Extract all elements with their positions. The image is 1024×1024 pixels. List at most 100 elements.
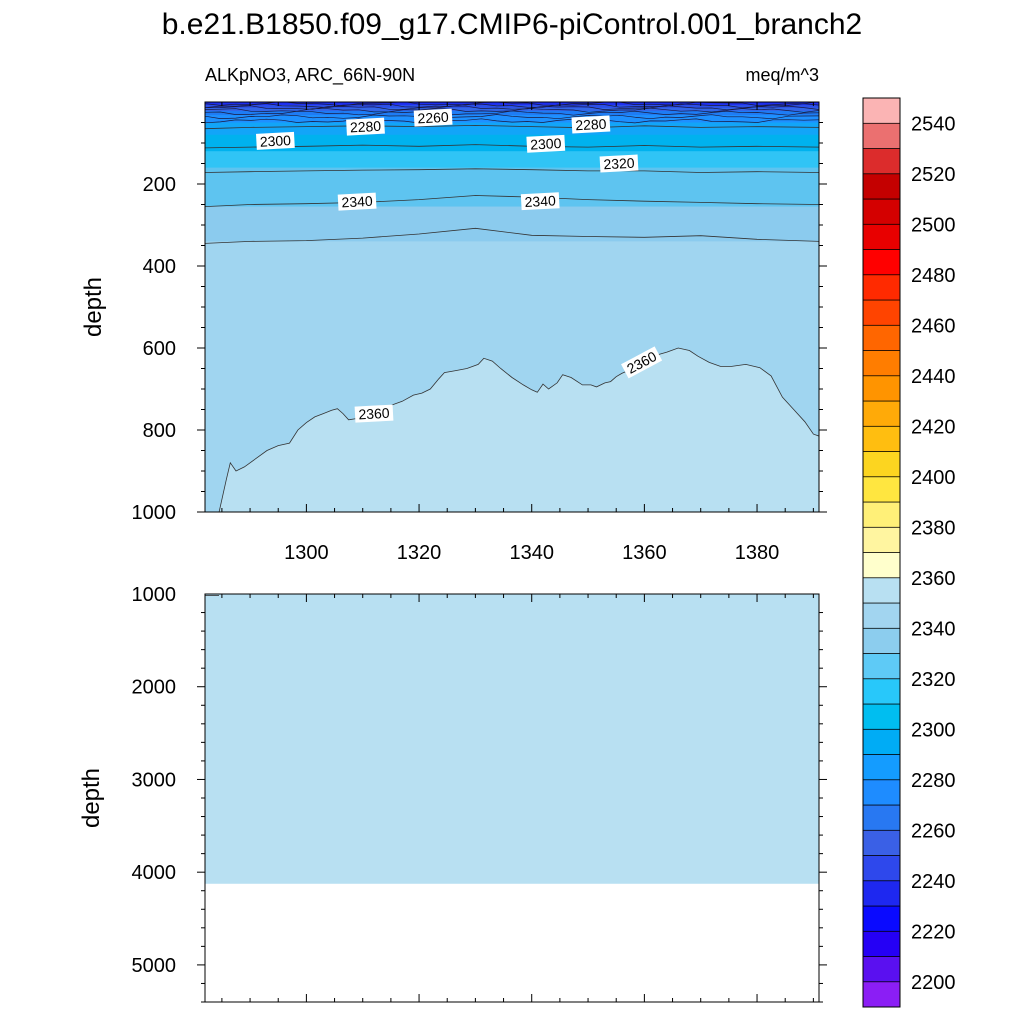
colorbar-label: 2520 bbox=[911, 164, 956, 186]
colorbar-swatch bbox=[862, 653, 901, 680]
colorbar-label: 2340 bbox=[911, 618, 956, 640]
colorbar-swatch bbox=[862, 148, 901, 175]
fill-band bbox=[205, 115, 819, 123]
contour-label-bg bbox=[337, 192, 377, 211]
y-tick-label: 1000 bbox=[132, 584, 177, 606]
fill-band bbox=[205, 104, 819, 109]
colorbar-swatch bbox=[862, 855, 901, 882]
contour-line-2360 bbox=[218, 347, 819, 512]
subtitle-right: meq/m^3 bbox=[746, 65, 819, 85]
colorbar-label: 2200 bbox=[911, 972, 956, 994]
x-tick-label: 1320 bbox=[397, 542, 442, 564]
contour-line bbox=[205, 118, 819, 124]
fill-band bbox=[205, 134, 819, 152]
colorbar-swatch bbox=[862, 905, 901, 932]
y-tick-label: 3000 bbox=[132, 769, 177, 791]
contour-label: 2340 bbox=[520, 192, 560, 211]
contour-label-bg bbox=[256, 131, 295, 150]
colorbar-swatch bbox=[862, 400, 901, 427]
fill-band bbox=[205, 206, 819, 242]
colorbar: 2200 2220 2240 2260 2280 2300 2320 2340 2360 2380… bbox=[862, 97, 956, 1008]
colorbar-swatch bbox=[862, 425, 901, 452]
contour-label: 2340 bbox=[337, 192, 377, 211]
colorbar-label: 2460 bbox=[911, 315, 956, 337]
contour-line bbox=[205, 124, 819, 130]
contour-label-text: 2300 bbox=[259, 132, 291, 150]
colorbar-swatch bbox=[862, 880, 901, 907]
colorbar-label: 2500 bbox=[911, 214, 956, 236]
contour-label-text: 2360 bbox=[358, 405, 390, 423]
colorbar-frame bbox=[862, 97, 901, 1008]
contour-label: 2360 bbox=[354, 404, 394, 423]
colorbar-swatch bbox=[862, 779, 901, 806]
contour-label-text: 2340 bbox=[524, 192, 556, 210]
colorbar-swatch bbox=[862, 627, 901, 654]
contour-line bbox=[205, 105, 819, 111]
colorbar-label: 2540 bbox=[911, 113, 956, 135]
contour-line bbox=[205, 102, 819, 107]
colorbar-swatch bbox=[862, 501, 901, 528]
colorbar-swatch bbox=[862, 754, 901, 781]
colorbar-swatch bbox=[862, 223, 901, 250]
colorbar-swatch bbox=[862, 274, 901, 301]
colorbar-swatch bbox=[862, 678, 901, 705]
colorbar-swatch bbox=[862, 577, 901, 604]
y-tick-label: 400 bbox=[143, 256, 176, 278]
colorbar-label: 2480 bbox=[911, 265, 956, 287]
colorbar-swatch bbox=[862, 97, 901, 124]
contour-label-bg bbox=[354, 404, 394, 423]
contour-label-bg bbox=[413, 108, 453, 127]
colorbar-label: 2360 bbox=[911, 568, 956, 590]
colorbar-swatch bbox=[862, 930, 901, 957]
colorbar-swatch bbox=[862, 375, 901, 402]
y-tick-label: 5000 bbox=[132, 955, 177, 977]
chart-title: b.e21.B1850.f09_g17.CMIP6-piControl.001_… bbox=[162, 8, 863, 41]
colorbar-swatch bbox=[862, 324, 901, 351]
colorbar-label: 2220 bbox=[911, 921, 956, 943]
fill-band bbox=[205, 122, 819, 136]
colorbar-swatch bbox=[862, 476, 901, 503]
fill-band bbox=[205, 102, 819, 106]
contour-label-bg bbox=[520, 192, 560, 211]
colorbar-swatch bbox=[862, 804, 901, 831]
contour-label-text: 2280 bbox=[350, 118, 382, 136]
colorbar-swatch bbox=[862, 526, 901, 553]
y-axis-label: depth bbox=[78, 768, 105, 828]
colorbar-swatch bbox=[862, 552, 901, 579]
y-tick-label: 4000 bbox=[132, 862, 177, 884]
contour-region-2360 bbox=[219, 348, 819, 512]
colorbar-swatch bbox=[862, 173, 901, 200]
contour-label-bg bbox=[571, 115, 611, 134]
colorbar-swatch bbox=[862, 981, 901, 1008]
colorbar-label: 2440 bbox=[911, 366, 956, 388]
colorbar-swatch bbox=[862, 703, 901, 730]
colorbar-label: 2280 bbox=[911, 770, 956, 792]
contour-line bbox=[205, 195, 819, 207]
contour-label: 2300 bbox=[526, 134, 566, 153]
colorbar-label: 2240 bbox=[911, 871, 956, 893]
colorbar-label: 2260 bbox=[911, 820, 956, 842]
contour-label: 2320 bbox=[599, 154, 639, 173]
contour-label: 2280 bbox=[571, 115, 611, 134]
contour-label-bg bbox=[599, 154, 639, 173]
contour-line bbox=[205, 114, 819, 120]
contour-label-text: 2320 bbox=[603, 155, 635, 173]
contour-line bbox=[205, 103, 819, 109]
colorbar-label: 2420 bbox=[911, 416, 956, 438]
contour-label-text: 2340 bbox=[341, 193, 373, 211]
contour-label-bg bbox=[621, 346, 663, 379]
y-tick-label: 200 bbox=[143, 174, 176, 196]
fill-band bbox=[205, 107, 819, 112]
contour-label-bg bbox=[346, 117, 385, 136]
colorbar-label: 2320 bbox=[911, 669, 956, 691]
contour-line bbox=[205, 168, 819, 173]
upper-plot-area bbox=[205, 102, 819, 512]
lower-panel: 1000 2000 3000 4000 5000 depth bbox=[78, 584, 827, 1003]
colorbar-swatch bbox=[862, 829, 901, 856]
contour-line bbox=[205, 110, 819, 116]
contour-line bbox=[205, 144, 819, 149]
contour-label-text: 2280 bbox=[575, 116, 607, 134]
subtitle-left: ALKpNO3, ARC_66N-90N bbox=[205, 65, 415, 86]
colorbar-swatch bbox=[862, 350, 901, 377]
